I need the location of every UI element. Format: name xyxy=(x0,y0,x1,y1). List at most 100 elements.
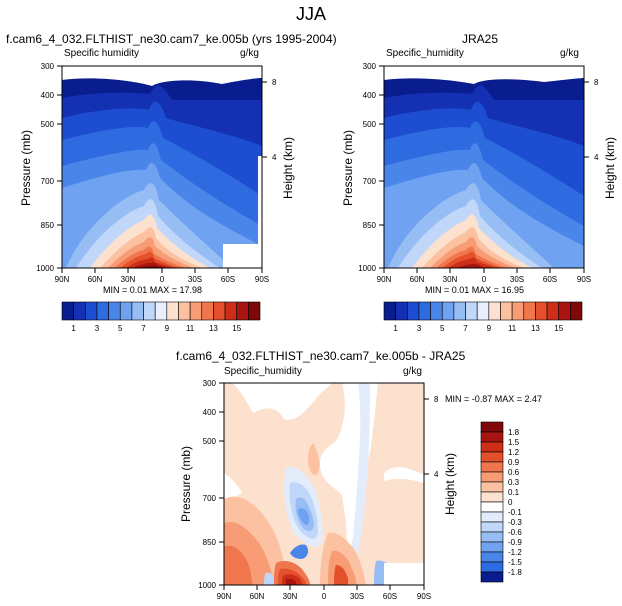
pressure-tick-label: 1000 xyxy=(198,581,216,590)
height-tick-label: 8 xyxy=(434,395,439,404)
colorbar-label: 11 xyxy=(186,324,195,333)
colorbar-swatch xyxy=(480,541,504,553)
colorbar-swatch xyxy=(189,301,203,321)
colorbar-swatch xyxy=(480,521,504,533)
colorbar-label: 7 xyxy=(463,324,468,333)
colorbar-swatch xyxy=(430,301,443,321)
colorbar-swatch xyxy=(61,301,74,321)
colorbar-label: 1.5 xyxy=(508,438,520,447)
diff-region-pos-15 xyxy=(286,578,296,585)
lat-tick-label: 30S xyxy=(510,275,524,284)
y2-axis-label: Height (km) xyxy=(281,137,295,199)
colorbar-swatch xyxy=(108,301,121,321)
pressure-tick-label: 300 xyxy=(41,62,55,71)
pressure-tick-label: 500 xyxy=(363,120,377,129)
figure-title: JJA xyxy=(295,4,326,24)
lat-tick-label: 30N xyxy=(121,275,136,284)
panel-1-stats: MIN = 0.01 MAX = 17.98 xyxy=(103,285,203,295)
colorbar-label: -1.2 xyxy=(508,548,522,557)
colorbar-label: 0.3 xyxy=(508,478,520,487)
colorbar-swatch xyxy=(480,551,504,563)
pressure-tick-label: 500 xyxy=(41,120,55,129)
diff-region-white xyxy=(224,473,242,501)
lat-tick-label: 0 xyxy=(482,275,487,284)
lat-tick-label: 90N xyxy=(377,275,392,284)
colorbar-swatch xyxy=(570,301,583,321)
colorbar-label: 15 xyxy=(554,324,563,333)
colorbar-label: 9 xyxy=(487,324,492,333)
colorbar-swatch xyxy=(383,301,396,321)
pressure-tick-label: 1000 xyxy=(358,264,376,273)
y-axis-label: Pressure (mb) xyxy=(19,130,33,206)
diff-region-white xyxy=(384,467,424,483)
colorbar-swatch xyxy=(480,511,504,523)
humidity-band-14 xyxy=(448,257,496,268)
masked-region xyxy=(223,244,262,268)
colorbar-label: -0.1 xyxy=(508,508,522,517)
colorbar-label: 7 xyxy=(141,324,146,333)
lat-tick-label: 30S xyxy=(188,275,202,284)
colorbar-label: 0.1 xyxy=(508,488,520,497)
colorbar-difference: 1.81.51.20.90.60.30.10-0.1-0.3-0.6-0.9-1… xyxy=(480,421,522,583)
colorbar-label: -0.6 xyxy=(508,528,522,537)
pressure-tick-label: 700 xyxy=(41,177,55,186)
colorbar-swatch xyxy=(236,301,249,321)
colorbar-swatch xyxy=(224,301,238,321)
colorbar-swatch xyxy=(143,301,156,321)
panel-1-axis-ticks xyxy=(57,65,267,273)
colorbar-swatch xyxy=(476,301,490,321)
height-tick-label: 8 xyxy=(594,78,599,87)
colorbar-swatch xyxy=(418,301,431,321)
diff-region-neg-12 xyxy=(290,544,309,559)
lat-tick-label: 60S xyxy=(383,592,397,601)
diff-region-neg-01 xyxy=(350,383,370,563)
colorbar-field-2: 1 3 5 7 9 11 13 15 xyxy=(383,301,583,333)
colorbar-label: -0.9 xyxy=(508,538,522,547)
lat-tick-label: 0 xyxy=(160,275,165,284)
colorbar-swatch xyxy=(488,301,501,321)
colorbar-swatch xyxy=(154,301,168,321)
colorbar-swatch xyxy=(480,451,504,463)
pressure-tick-label: 850 xyxy=(41,221,55,230)
panel-2-title: JRA25 xyxy=(462,32,499,46)
colorbar-swatch xyxy=(131,301,144,321)
colorbar-label: 15 xyxy=(232,324,241,333)
humidity-band-15 xyxy=(456,264,484,268)
colorbar-swatch xyxy=(500,301,513,321)
colorbar-swatch xyxy=(73,301,86,321)
colorbar-swatch xyxy=(465,301,478,321)
colorbar-swatch xyxy=(480,471,504,483)
panel-2-units-label: g/kg xyxy=(560,48,579,59)
y2-axis-label: Height (km) xyxy=(443,453,457,515)
colorbar-swatch xyxy=(119,301,133,321)
pressure-tick-label: 850 xyxy=(203,538,217,547)
y2-axis-label: Height (km) xyxy=(603,137,617,199)
colorbar-swatch xyxy=(480,461,504,473)
colorbar-swatch xyxy=(558,301,571,321)
colorbar-label: 1.2 xyxy=(508,448,520,457)
colorbar-swatch xyxy=(441,301,455,321)
height-tick-label: 4 xyxy=(434,470,439,479)
lat-tick-label: 0 xyxy=(322,592,327,601)
panel-3-axis-ticks xyxy=(219,382,429,590)
panel-2-stats: MIN = 0.01 MAX = 16.95 xyxy=(425,285,525,295)
pressure-tick-label: 850 xyxy=(363,221,377,230)
panel-3-plot: 300 400 500 700 850 1000 8 4 90N 60N 30N… xyxy=(179,379,457,601)
colorbar-swatch xyxy=(395,301,408,321)
diff-region-neg-03 xyxy=(264,572,274,585)
colorbar-label: 13 xyxy=(209,324,218,333)
colorbar-swatch xyxy=(166,301,179,321)
diff-region-pos-01 xyxy=(308,443,320,476)
pressure-tick-label: 300 xyxy=(363,62,377,71)
colorbar-swatch xyxy=(213,301,226,321)
colorbar-swatch xyxy=(178,301,191,321)
lat-tick-label: 60N xyxy=(88,275,103,284)
colorbar-swatch xyxy=(535,301,548,321)
colorbar-label: 3 xyxy=(95,324,100,333)
colorbar-swatch xyxy=(546,301,560,321)
pressure-tick-label: 400 xyxy=(41,91,55,100)
y-axis-label: Pressure (mb) xyxy=(341,130,355,206)
panel-3-stats: MIN = -0.87 MAX = 2.47 xyxy=(445,394,543,404)
panel-2-axis-ticks xyxy=(379,65,589,273)
colorbar-label: 9 xyxy=(165,324,170,333)
